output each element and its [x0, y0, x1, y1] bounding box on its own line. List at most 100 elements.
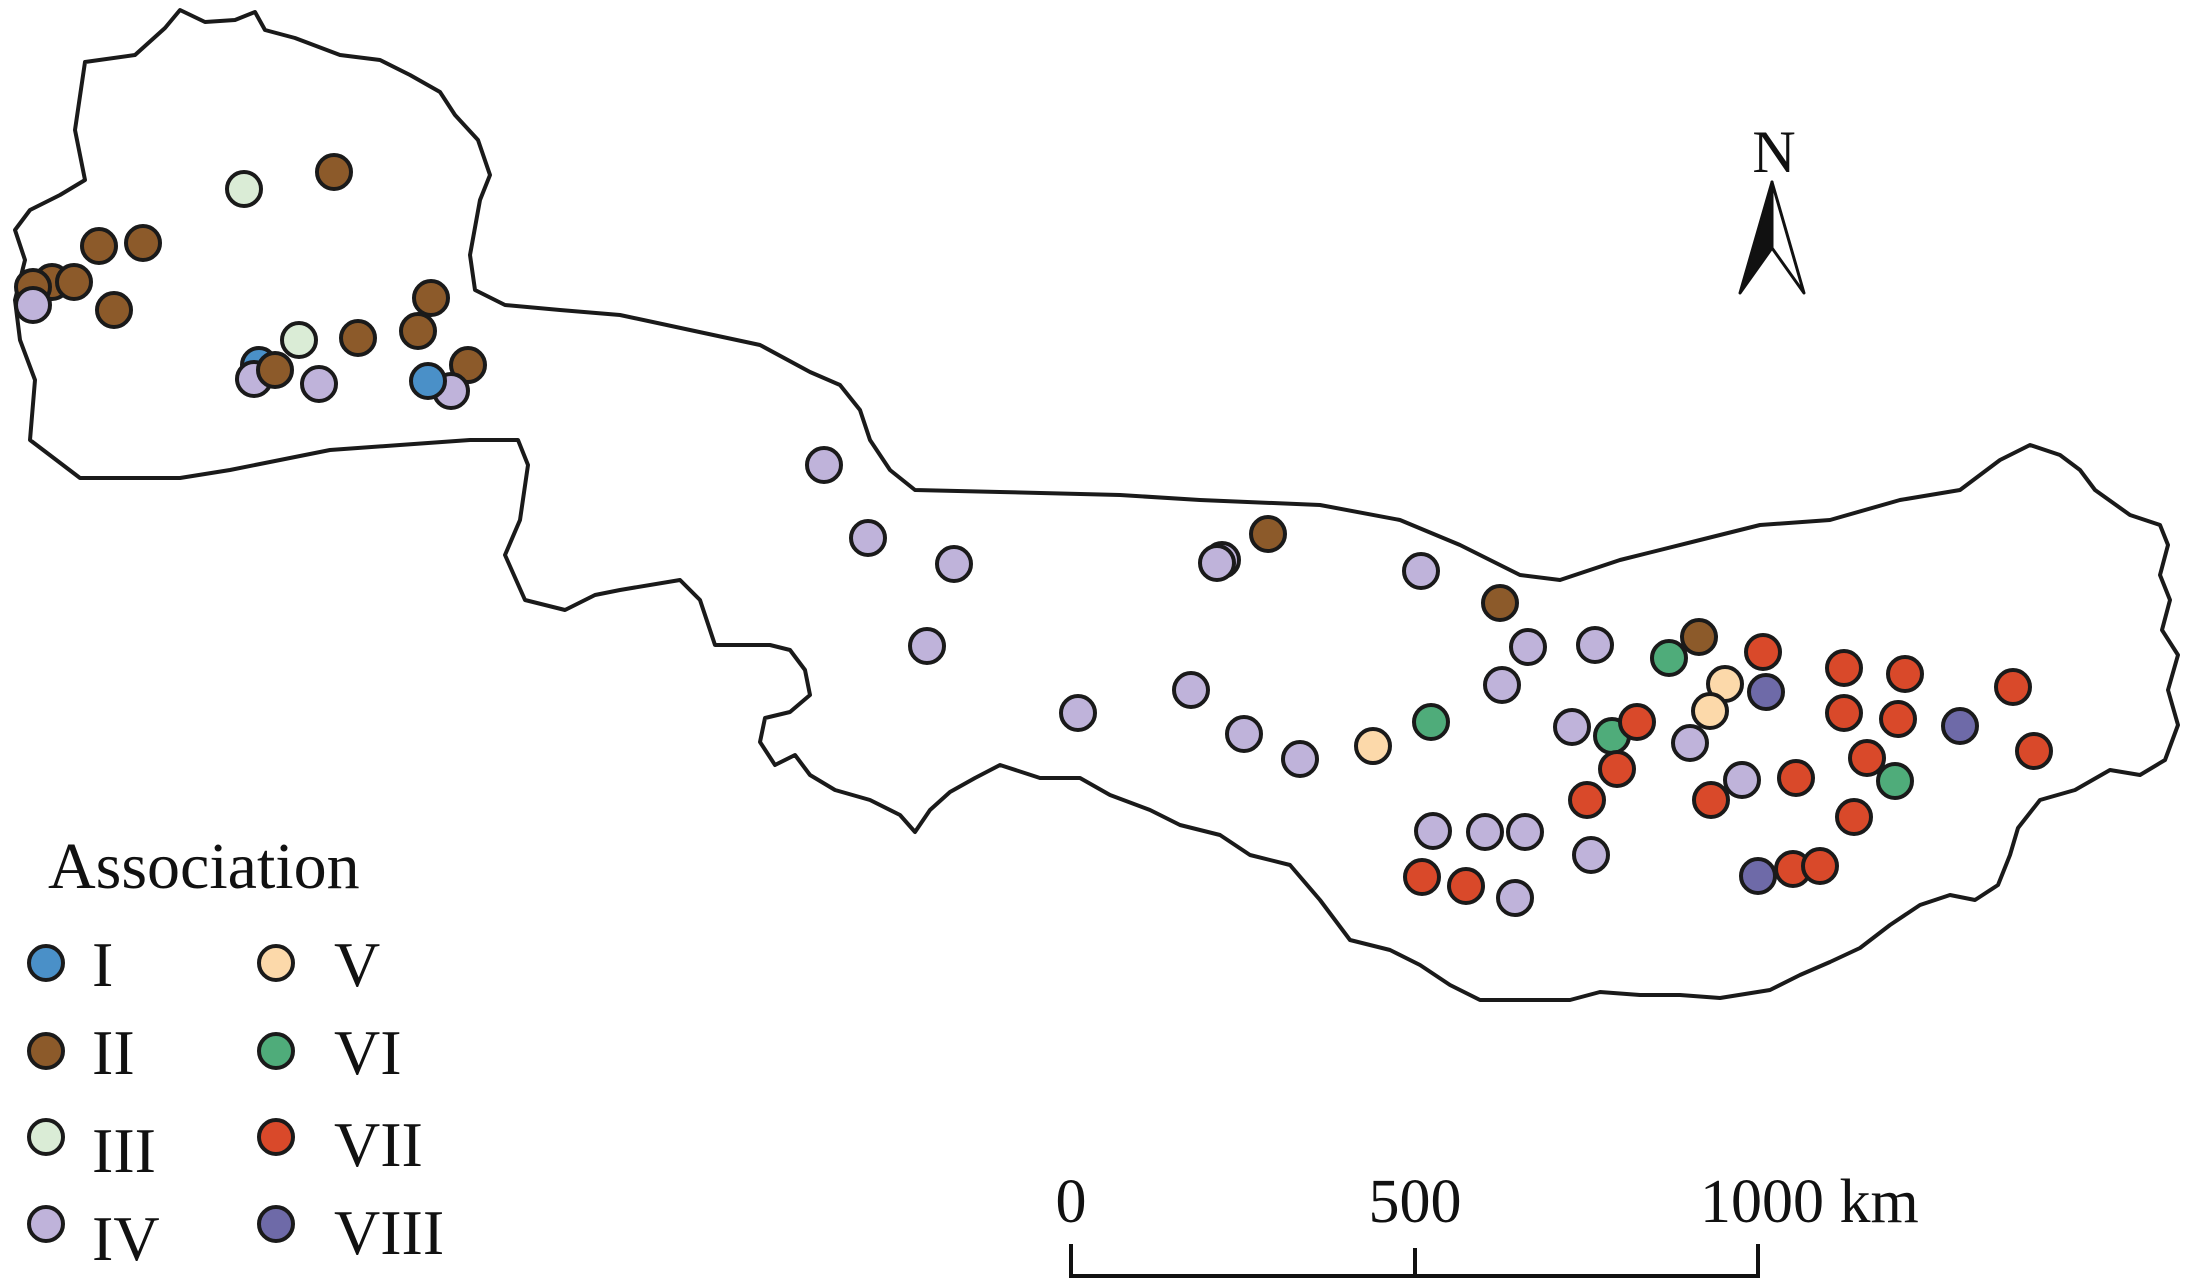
site-marker-II: [55, 263, 93, 301]
legend-swatch-III: [27, 1118, 65, 1156]
site-marker-I: [409, 362, 447, 400]
legend-item-VI: VI: [257, 1017, 402, 1088]
site-marker-II: [399, 312, 437, 350]
site-marker-IV: [1576, 626, 1614, 664]
site-marker-III: [225, 170, 263, 208]
site-marker-VII: [1801, 847, 1839, 885]
site-marker-VII: [1879, 700, 1917, 738]
site-marker-VIII: [1747, 673, 1785, 711]
legend-swatch-V: [257, 944, 295, 982]
site-marker-II: [95, 291, 133, 329]
site-marker-VI: [1412, 703, 1450, 741]
site-marker-IV: [1509, 628, 1547, 666]
site-marker-II: [124, 224, 162, 262]
north-arrow-icon: [1738, 180, 1774, 295]
site-marker-II: [315, 153, 353, 191]
site-marker-IV: [1172, 671, 1210, 709]
legend-label-II: II: [92, 1017, 135, 1088]
site-marker-IV: [1059, 694, 1097, 732]
site-marker-VII: [1744, 633, 1782, 671]
site-marker-IV: [1506, 813, 1544, 851]
site-marker-VII: [2015, 732, 2053, 770]
scale-bar-line: [1069, 1244, 1760, 1278]
site-marker-IV: [1553, 708, 1591, 746]
legend-swatch-VI: [257, 1032, 295, 1070]
site-marker-V: [1691, 692, 1729, 730]
site-marker-IV: [14, 286, 52, 324]
legend-item-IV: IV: [27, 1203, 160, 1274]
legend-label-VIII: VIII: [334, 1197, 444, 1268]
legend-swatch-I: [27, 944, 65, 982]
site-marker-VII: [1618, 703, 1656, 741]
site-marker-IV: [805, 446, 843, 484]
site-marker-IV: [1723, 761, 1761, 799]
site-marker-IV: [1414, 812, 1452, 850]
site-marker-VII: [1994, 668, 2032, 706]
site-marker-IV: [908, 627, 946, 665]
legend-item-V: V: [257, 929, 380, 1000]
legend-swatch-VIII: [257, 1205, 295, 1243]
sampling-sites: [14, 153, 2053, 917]
site-marker-VII: [1692, 781, 1730, 819]
site-marker-IV: [1198, 544, 1236, 582]
site-marker-VII: [1403, 858, 1441, 896]
legend-label-VI: VI: [334, 1017, 402, 1088]
site-marker-IV: [1496, 879, 1534, 917]
site-marker-VII: [1825, 649, 1863, 687]
scale-label-1000-km: 1000 km: [1700, 1168, 1919, 1236]
site-marker-II: [1680, 618, 1718, 656]
site-marker-II: [256, 351, 294, 389]
legend-swatch-II: [27, 1032, 65, 1070]
site-marker-IV: [1281, 740, 1319, 778]
north-arrow-icon-outline: [1770, 180, 1806, 295]
legend-item-II: II: [27, 1017, 135, 1088]
site-marker-IV: [1402, 552, 1440, 590]
site-marker-IV: [1483, 666, 1521, 704]
site-marker-VII: [1598, 750, 1636, 788]
site-marker-IV: [1671, 724, 1709, 762]
site-marker-VII: [1886, 655, 1924, 693]
site-marker-VIII: [1941, 707, 1979, 745]
scale-bar: 0 500 1000 km: [1056, 1168, 1919, 1278]
north-arrow-label: N: [1752, 119, 1795, 185]
site-marker-VII: [1848, 739, 1886, 777]
site-marker-II: [1249, 515, 1287, 553]
site-marker-IV: [935, 545, 973, 583]
site-marker-III: [280, 321, 318, 359]
site-marker-II: [339, 319, 377, 357]
site-marker-VII: [1568, 781, 1606, 819]
site-marker-II: [80, 227, 118, 265]
legend-item-VII: VII: [257, 1109, 423, 1180]
site-marker-VII: [1447, 867, 1485, 905]
site-marker-VI: [1876, 762, 1914, 800]
north-arrow: N: [1738, 119, 1806, 295]
site-marker-IV: [1466, 813, 1504, 851]
scale-label-500: 500: [1369, 1168, 1462, 1236]
site-marker-IV: [1572, 836, 1610, 874]
site-marker-IV: [849, 519, 887, 557]
site-marker-II: [1481, 584, 1519, 622]
legend-item-VIII: VIII: [257, 1197, 444, 1268]
legend-label-V: V: [334, 929, 380, 1000]
legend-swatch-IV: [27, 1205, 65, 1243]
legend-label-IV: IV: [92, 1203, 160, 1274]
site-marker-VI: [1650, 639, 1688, 677]
legend: Association I II III IV V VI VII: [27, 830, 444, 1274]
site-marker-II: [449, 346, 487, 384]
site-marker-VII: [1777, 759, 1815, 797]
site-marker-IV: [300, 365, 338, 403]
scale-label-0: 0: [1056, 1168, 1087, 1236]
region-boundary: [13, 8, 2180, 1002]
site-marker-II: [412, 279, 450, 317]
legend-item-III: III: [27, 1115, 156, 1186]
site-marker-VII: [1825, 694, 1863, 732]
legend-label-I: I: [92, 929, 113, 1000]
site-marker-VIII: [1739, 857, 1777, 895]
site-marker-VII: [1835, 798, 1873, 836]
legend-item-I: I: [27, 929, 113, 1000]
legend-label-VII: VII: [334, 1109, 423, 1180]
legend-swatch-VII: [257, 1118, 295, 1156]
site-marker-V: [1354, 727, 1392, 765]
